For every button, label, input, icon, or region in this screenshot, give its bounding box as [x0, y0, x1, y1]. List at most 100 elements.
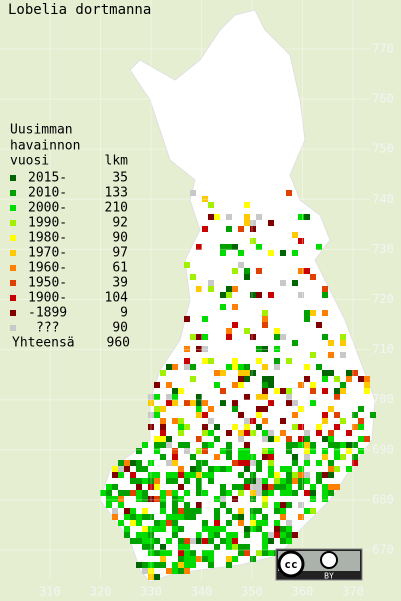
- observation-square: [250, 520, 256, 526]
- observation-square: [232, 532, 238, 538]
- observation-square: [334, 484, 340, 490]
- observations: [100, 190, 376, 580]
- observation-square: [322, 388, 328, 394]
- observation-square: [130, 478, 136, 484]
- observation-square: [202, 442, 208, 448]
- observation-square: [256, 394, 262, 400]
- observation-square: [358, 448, 364, 454]
- observation-square: [334, 448, 340, 454]
- observation-square: [232, 496, 238, 502]
- observation-square: [298, 514, 304, 520]
- observation-square: [238, 514, 244, 520]
- observation-square: [322, 472, 328, 478]
- observation-square: [280, 502, 286, 508]
- observation-square: [220, 370, 226, 376]
- observation-square: [292, 232, 298, 238]
- observation-square: [244, 430, 250, 436]
- observation-square: [340, 418, 346, 424]
- observation-square: [214, 544, 220, 550]
- observation-square: [124, 508, 130, 514]
- observation-square: [166, 568, 172, 574]
- observation-square: [250, 370, 256, 376]
- observation-square: [190, 508, 196, 514]
- observation-square: [238, 262, 244, 268]
- observation-square: [166, 478, 172, 484]
- observation-square: [196, 508, 202, 514]
- observation-square: [172, 520, 178, 526]
- observation-square: [196, 448, 202, 454]
- observation-square: [178, 442, 184, 448]
- observation-square: [232, 364, 238, 370]
- observation-square: [202, 460, 208, 466]
- observation-square: [256, 268, 262, 274]
- observation-square: [202, 400, 208, 406]
- observation-square: [328, 460, 334, 466]
- observation-square: [154, 478, 160, 484]
- observation-square: [118, 496, 124, 502]
- observation-square: [226, 544, 232, 550]
- observation-square: [166, 490, 172, 496]
- observation-square: [220, 496, 226, 502]
- observation-square: [166, 460, 172, 466]
- observation-square: [334, 442, 340, 448]
- observation-square: [328, 466, 334, 472]
- observation-square: [178, 550, 184, 556]
- by-icon: [320, 551, 338, 569]
- observation-square: [232, 322, 238, 328]
- cc-text: cc: [284, 558, 297, 571]
- observation-square: [184, 262, 190, 268]
- observation-square: [268, 220, 274, 226]
- observation-square: [202, 412, 208, 418]
- observation-square: [220, 538, 226, 544]
- observation-square: [304, 310, 310, 316]
- observation-square: [244, 448, 250, 454]
- observation-square: [226, 466, 232, 472]
- observation-square: [286, 394, 292, 400]
- observation-square: [310, 274, 316, 280]
- legend-swatch: [10, 235, 16, 241]
- observation-square: [316, 322, 322, 328]
- observation-square: [244, 274, 250, 280]
- observation-square: [226, 520, 232, 526]
- observation-square: [274, 388, 280, 394]
- y-label: 690: [372, 442, 394, 456]
- observation-square: [340, 382, 346, 388]
- observation-square: [310, 388, 316, 394]
- observation-square: [184, 400, 190, 406]
- legend-count-label: lkm: [105, 154, 129, 169]
- observation-square: [262, 538, 268, 544]
- observation-square: [148, 544, 154, 550]
- license-badge: cc BY: [275, 548, 363, 581]
- observation-square: [214, 532, 220, 538]
- observation-square: [196, 556, 202, 562]
- observation-square: [142, 508, 148, 514]
- x-label: 310: [39, 585, 61, 599]
- legend-period: ???: [36, 321, 59, 336]
- observation-square: [190, 550, 196, 556]
- observation-square: [208, 430, 214, 436]
- observation-square: [184, 316, 190, 322]
- observation-square: [160, 454, 166, 460]
- observation-square: [256, 358, 262, 364]
- observation-square: [256, 484, 262, 490]
- observation-square: [244, 460, 250, 466]
- observation-square: [124, 490, 130, 496]
- observation-square: [112, 466, 118, 472]
- observation-square: [154, 484, 160, 490]
- observation-square: [178, 430, 184, 436]
- observation-square: [340, 334, 346, 340]
- observation-square: [286, 442, 292, 448]
- observation-square: [154, 550, 160, 556]
- observation-square: [256, 292, 262, 298]
- observation-square: [220, 490, 226, 496]
- observation-square: [244, 394, 250, 400]
- observation-square: [178, 496, 184, 502]
- observation-square: [256, 412, 262, 418]
- observation-square: [262, 376, 268, 382]
- observation-square: [340, 388, 346, 394]
- observation-square: [142, 526, 148, 532]
- observation-square: [244, 220, 250, 226]
- observation-square: [136, 532, 142, 538]
- observation-square: [244, 364, 250, 370]
- observation-square: [328, 430, 334, 436]
